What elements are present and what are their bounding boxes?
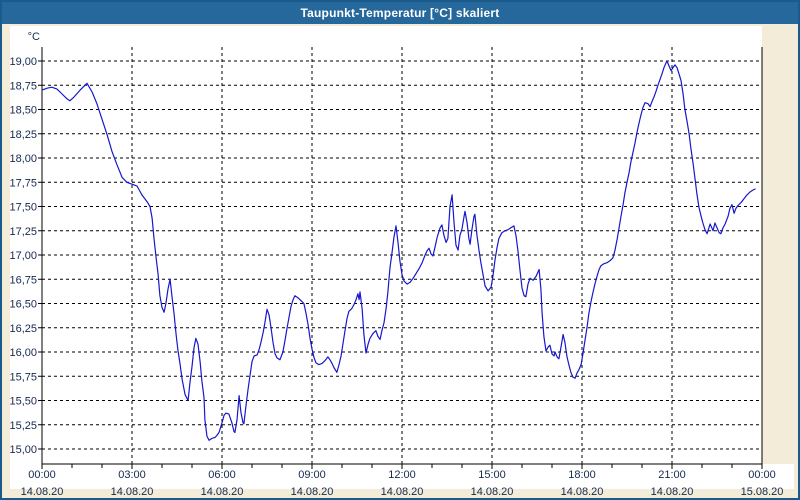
x-tick-date-label: 14.08.20	[21, 486, 64, 498]
y-tick-label: 17,00	[9, 250, 37, 262]
x-tick-date-label: 15.08.20	[741, 486, 784, 498]
y-tick-label: 17,25	[9, 226, 37, 238]
x-tick-time-label: 21:00	[658, 469, 686, 481]
x-tick-time-label: 12:00	[388, 469, 416, 481]
plot-panel	[10, 26, 762, 489]
y-axis-unit-label: °C	[28, 31, 40, 43]
y-tick-label: 19,00	[9, 56, 37, 68]
y-tick-label: 18,00	[9, 153, 37, 165]
chart-title: Taupunkt-Temperatur [°C] skaliert	[300, 6, 500, 20]
y-tick-label: 15,75	[9, 371, 37, 383]
x-tick-date-label: 14.08.20	[561, 486, 604, 498]
x-ticks	[41, 464, 763, 469]
x-tick-date-label: 14.08.20	[651, 486, 694, 498]
x-tick-time-label: 18:00	[568, 469, 596, 481]
y-tick-label: 18,50	[9, 105, 37, 117]
y-tick-label: 17,75	[9, 177, 37, 189]
x-tick-time-label: 09:00	[298, 469, 326, 481]
x-tick-date-label: 14.08.20	[201, 486, 244, 498]
x-axis-labels: 00:00 14.08.20 03:00 14.08.20 06:00 14.08.20 0…	[21, 469, 784, 498]
axis-label-strip	[762, 464, 794, 489]
y-tick-label: 15,25	[9, 420, 37, 432]
y-tick-label: 18,75	[9, 80, 37, 92]
y-tick-label: 16,25	[9, 323, 37, 335]
dewpoint-line-chart: 19,00 18,75 18,50 18,25 18,00 17,75 17,50 17,25…	[9, 26, 794, 498]
x-tick-time-label: 03:00	[118, 469, 146, 481]
temperature-series-line	[41, 60, 756, 441]
x-tick-date-label: 14.08.20	[471, 486, 514, 498]
chart-area: 19,00 18,75 18,50 18,25 18,00 17,75 17,50 17,25…	[4, 26, 798, 498]
x-tick-time-label: 06:00	[208, 469, 236, 481]
y-tick-label: 15,00	[9, 444, 37, 456]
x-tick-date-label: 14.08.20	[381, 486, 424, 498]
x-tick-time-label: 00:00	[28, 469, 56, 481]
x-tick-date-label: 14.08.20	[111, 486, 154, 498]
y-tick-label: 16,75	[9, 274, 37, 286]
title-bar: Taupunkt-Temperatur [°C] skaliert	[2, 2, 798, 24]
x-tick-time-label: 00:00	[748, 469, 776, 481]
y-tick-label: 15,50	[9, 396, 37, 408]
y-tick-label: 16,00	[9, 347, 37, 359]
y-tick-label: 17,50	[9, 202, 37, 214]
y-tick-label: 18,25	[9, 129, 37, 141]
y-tick-label: 16,50	[9, 299, 37, 311]
x-tick-time-label: 15:00	[478, 469, 506, 481]
x-tick-date-label: 14.08.20	[291, 486, 334, 498]
